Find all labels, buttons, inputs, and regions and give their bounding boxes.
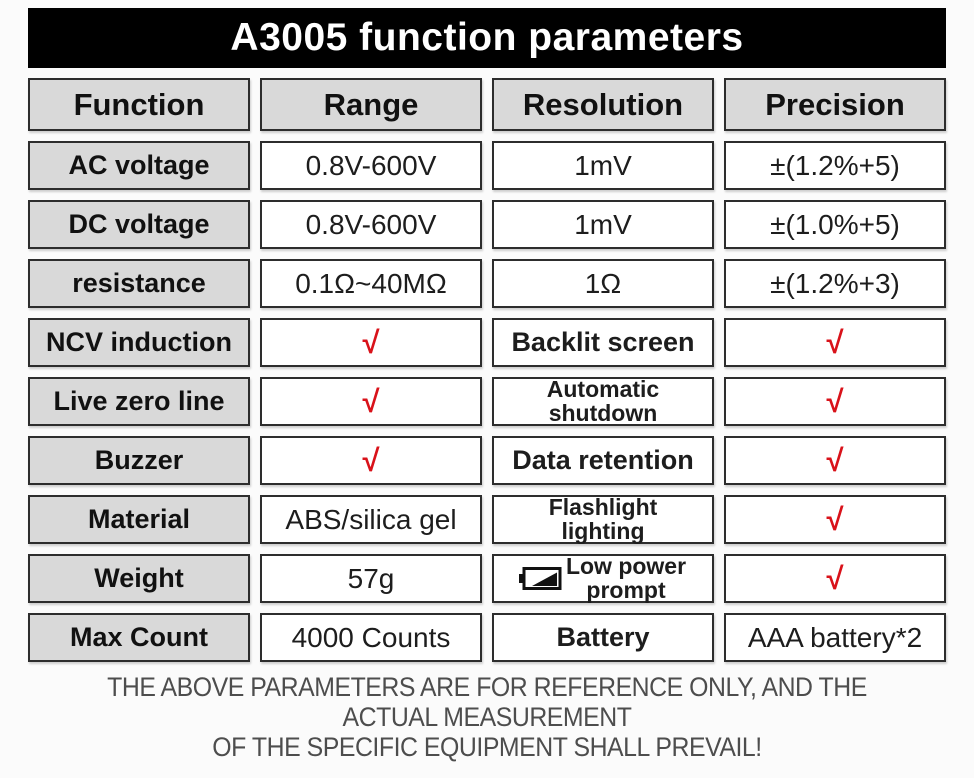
- feature-label: Flashlight lighting: [548, 494, 658, 544]
- table-row: AC voltage 0.8V-600V 1mV ±(1.2%+5): [28, 141, 946, 190]
- table-row: NCV induction √ Backlit screen √: [28, 318, 946, 367]
- feature-label-cell: Data retention: [492, 436, 714, 485]
- table-row: DC voltage 0.8V-600V 1mV ±(1.0%+5): [28, 200, 946, 249]
- feature-label-cell: Battery: [492, 613, 714, 662]
- table-row: Weight 57g Low power prompt √: [28, 554, 946, 603]
- precision-value-cell: AAA battery*2: [724, 613, 946, 662]
- table-row: resistance 0.1Ω~40MΩ 1Ω ±(1.2%+3): [28, 259, 946, 308]
- feature-label: Low power prompt: [565, 553, 687, 603]
- table-row: Material ABS/silica gel Flashlight light…: [28, 495, 946, 544]
- title-bar: A3005 function parameters: [28, 8, 946, 68]
- precision-value-cell: ±(1.2%+3): [724, 259, 946, 308]
- check-icon: √: [362, 384, 380, 419]
- column-header-resolution: Resolution: [492, 78, 714, 131]
- range-value-cell: 0.8V-600V: [260, 141, 482, 190]
- low-battery-icon: [518, 567, 561, 590]
- check-icon: √: [826, 443, 844, 478]
- range-value-cell: 0.8V-600V: [260, 200, 482, 249]
- column-header-range: Range: [260, 78, 482, 131]
- spec-sheet: A3005 function parameters Function Range…: [28, 0, 946, 763]
- function-label-cell: DC voltage: [28, 200, 250, 249]
- resolution-value-cell: 1Ω: [492, 259, 714, 308]
- range-check-cell: √: [260, 318, 482, 367]
- disclaimer-line-2: OF THE SPECIFIC EQUIPMENT SHALL PREVAIL!: [212, 732, 762, 763]
- table-row: Buzzer √ Data retention √: [28, 436, 946, 485]
- function-label-cell: Material: [28, 495, 250, 544]
- resolution-value-cell: 1mV: [492, 141, 714, 190]
- feature-label-cell: Flashlight lighting: [492, 495, 714, 544]
- range-check-cell: √: [260, 436, 482, 485]
- precision-check-cell: √: [724, 377, 946, 426]
- precision-check-cell: √: [724, 318, 946, 367]
- range-value-cell: 4000 Counts: [260, 613, 482, 662]
- check-icon: √: [826, 502, 844, 537]
- check-icon: √: [826, 325, 844, 360]
- table-row: Live zero line √ Automatic shutdown √: [28, 377, 946, 426]
- table-row: Max Count 4000 Counts Battery AAA batter…: [28, 613, 946, 662]
- precision-check-cell: √: [724, 436, 946, 485]
- precision-value-cell: ±(1.0%+5): [724, 200, 946, 249]
- column-header-precision: Precision: [724, 78, 946, 131]
- range-value-cell: ABS/silica gel: [260, 495, 482, 544]
- function-label-cell: Buzzer: [28, 436, 250, 485]
- range-check-cell: √: [260, 377, 482, 426]
- function-label-cell: resistance: [28, 259, 250, 308]
- feature-label-cell: Low power prompt: [492, 554, 714, 603]
- check-icon: √: [826, 384, 844, 419]
- precision-value-cell: ±(1.2%+5): [724, 141, 946, 190]
- feature-label: Automatic shutdown: [546, 376, 660, 426]
- precision-check-cell: √: [724, 554, 946, 603]
- precision-check-cell: √: [724, 495, 946, 544]
- check-icon: √: [362, 443, 380, 478]
- range-value-cell: 0.1Ω~40MΩ: [260, 259, 482, 308]
- feature-label-cell: Automatic shutdown: [492, 377, 714, 426]
- check-icon: √: [362, 325, 380, 360]
- range-value-cell: 57g: [260, 554, 482, 603]
- function-label-cell: Max Count: [28, 613, 250, 662]
- feature-label-cell: Backlit screen: [492, 318, 714, 367]
- function-label-cell: Live zero line: [28, 377, 250, 426]
- function-label-cell: AC voltage: [28, 141, 250, 190]
- disclaimer-text: THE ABOVE PARAMETERS ARE FOR REFERENCE O…: [28, 672, 946, 763]
- check-icon: √: [826, 561, 844, 596]
- page-title: A3005 function parameters: [230, 16, 744, 59]
- function-label-cell: Weight: [28, 554, 250, 603]
- function-label-cell: NCV induction: [28, 318, 250, 367]
- disclaimer-line-1: THE ABOVE PARAMETERS ARE FOR REFERENCE O…: [107, 672, 867, 733]
- table-header-row: Function Range Resolution Precision: [28, 78, 946, 131]
- resolution-value-cell: 1mV: [492, 200, 714, 249]
- column-header-function: Function: [28, 78, 250, 131]
